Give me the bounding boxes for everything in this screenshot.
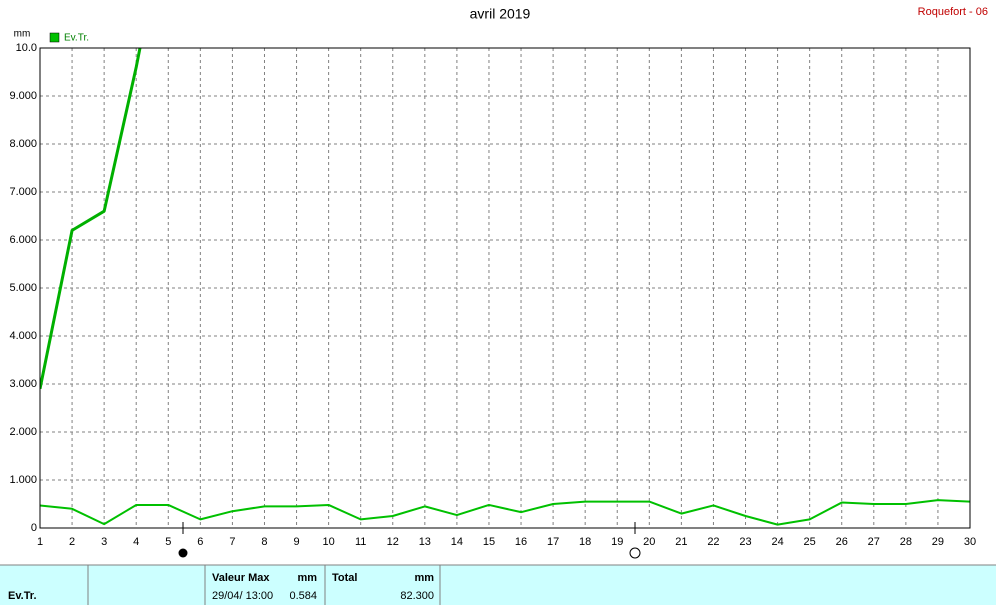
panel-date: 29/04/ 13:00 [212,590,273,602]
x-tick-label: 28 [900,536,912,548]
panel-header: Valeur Max [212,572,270,584]
x-tick-label: 22 [707,536,719,548]
x-tick-label: 10 [322,536,334,548]
x-tick-label: 15 [483,536,495,548]
legend-swatch [49,32,60,43]
x-tick-label: 3 [101,536,107,548]
y-tick-label: 9.000 [9,90,37,102]
x-tick-label: 21 [675,536,687,548]
x-tick-label: 26 [836,536,848,548]
y-tick-label: 5.000 [9,282,37,294]
x-tick-label: 9 [293,536,299,548]
panel-row-label: Ev.Tr. [8,590,37,602]
x-tick-label: 29 [932,536,944,548]
data-line [40,499,970,526]
x-tick-label: 23 [739,536,751,548]
y-tick-label: 2.000 [9,426,37,438]
x-tick-label: 13 [419,536,431,548]
y-tick-label: 10.0 [16,42,37,54]
x-tick-label: 16 [515,536,527,548]
panel-bg [0,565,996,605]
y-tick-label: 1.000 [9,474,37,486]
x-tick-label: 25 [804,536,816,548]
x-tick-label: 8 [261,536,267,548]
full-moon-icon [629,547,641,559]
y-tick-label: 4.000 [9,330,37,342]
y-tick-label: 8.000 [9,138,37,150]
x-tick-label: 2 [69,536,75,548]
legend-label: Ev.Tr. [64,33,89,44]
x-tick-label: 7 [229,536,235,548]
x-tick-label: 17 [547,536,559,548]
x-tick-label: 5 [165,536,171,548]
x-tick-label: 4 [133,536,139,548]
y-tick-label: 6.000 [9,234,37,246]
x-tick-label: 27 [868,536,880,548]
y-tick-label: 3.000 [9,378,37,390]
x-tick-label: 18 [579,536,591,548]
summary-panel: Ev.Tr. Valeur Max mm 29/04/ 13:00 0.584 … [0,564,996,605]
x-tick-label: 19 [611,536,623,548]
plot: 0 1.000 2.000 3.000 4.000 5.000 6.000 7.000 8.00… [9,42,976,548]
station-label: Roquefort - 06 [918,6,988,18]
panel-value: 0.584 [289,590,317,602]
x-tick-label: 20 [643,536,655,548]
x-tick-label: 14 [451,536,463,548]
chart-title: avril 2019 [470,6,531,22]
y-tick-label: 0 [31,522,37,534]
plot-frame [39,47,971,529]
panel-unit: mm [297,572,317,584]
x-tick-label: 1 [37,536,43,548]
panel-header: Total [332,572,357,584]
panel-unit: mm [414,572,434,584]
x-tick-label: 30 [964,536,976,548]
x-tick-label: 24 [771,536,783,548]
x-tick-label: 6 [197,536,203,548]
y-tick-label: 7.000 [9,186,37,198]
new-moon-icon [178,548,188,558]
data-line [40,48,142,390]
x-tick-label: 12 [387,536,399,548]
x-tick-label: 11 [355,536,366,548]
y-unit: mm [14,29,31,40]
panel-value: 82.300 [400,590,434,602]
